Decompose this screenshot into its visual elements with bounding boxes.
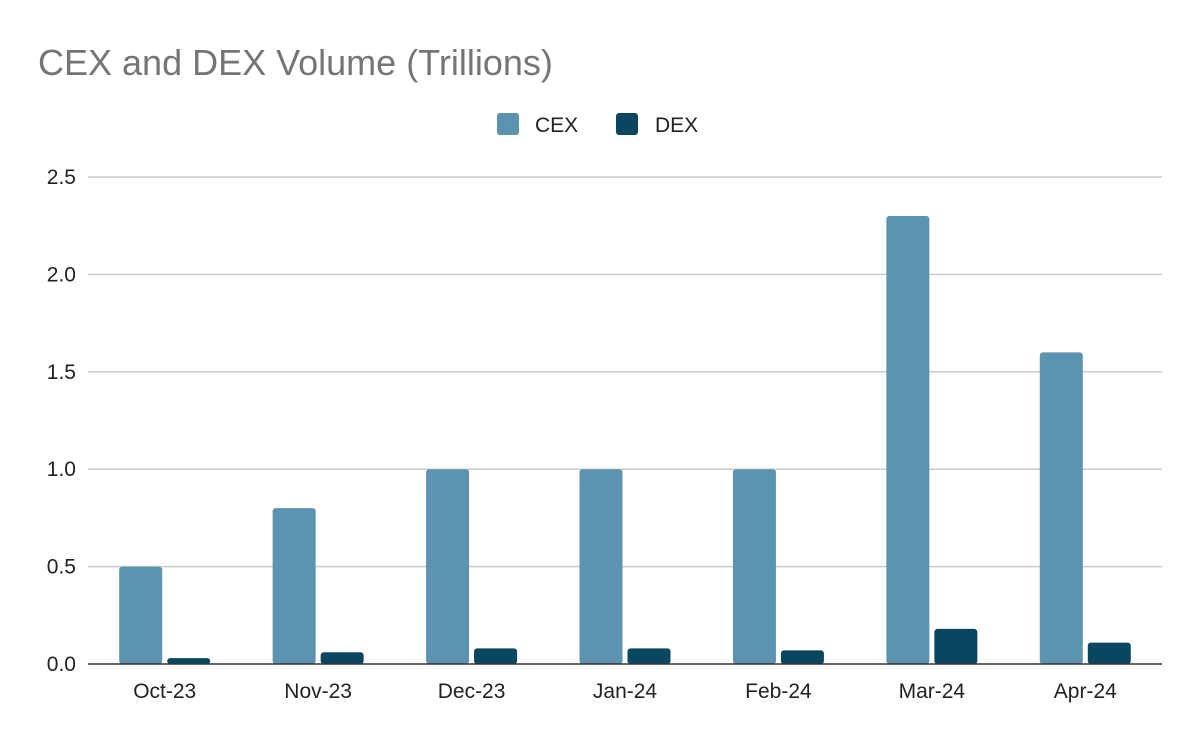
x-axis-ticks: Oct-23 Nov-23 Dec-23 Jan-24 Feb-24 Mar-24 Apr-… [133, 680, 1117, 703]
bar-dex-feb-24 [780, 650, 824, 664]
bar-cex-feb-24 [732, 469, 776, 664]
x-tick-label: Dec-23 [438, 680, 506, 703]
legend-label-cex: CEX [535, 114, 578, 137]
y-tick-label: 0.5 [47, 556, 76, 579]
x-tick-label: Feb-24 [745, 680, 812, 703]
bar-cex-oct-23 [119, 566, 163, 664]
y-tick-label: 1.5 [47, 361, 76, 384]
bars [119, 215, 1131, 664]
y-axis-ticks: 0.0 0.5 1.0 1.5 2.0 2.5 [47, 166, 76, 676]
y-tick-label: 2.0 [47, 263, 76, 286]
bar-cex-apr-24 [1039, 352, 1083, 664]
y-tick-label: 1.0 [47, 458, 76, 481]
legend-swatch-cex [497, 113, 519, 135]
gridlines [88, 176, 1162, 568]
y-tick-label: 0.0 [47, 653, 76, 676]
bar-dex-apr-24 [1087, 642, 1131, 664]
legend-label-dex: DEX [655, 114, 698, 137]
chart-title: CEX and DEX Volume (Trillions) [38, 42, 553, 83]
x-tick-label: Nov-23 [284, 680, 352, 703]
legend: CEX DEX [497, 113, 698, 137]
bar-cex-jan-24 [579, 469, 623, 664]
bar-dex-dec-23 [474, 648, 518, 664]
legend-item-cex: CEX [497, 113, 578, 137]
bar-cex-dec-23 [426, 469, 470, 664]
bar-dex-nov-23 [320, 652, 364, 664]
bar-cex-mar-24 [886, 215, 930, 664]
bar-dex-oct-23 [167, 658, 211, 664]
y-tick-label: 2.5 [47, 166, 76, 189]
bar-dex-jan-24 [627, 648, 671, 664]
x-tick-label: Mar-24 [899, 680, 966, 703]
legend-item-dex: DEX [616, 113, 698, 137]
legend-swatch-dex [616, 113, 638, 135]
x-tick-label: Jan-24 [593, 680, 658, 703]
x-tick-label: Apr-24 [1054, 680, 1117, 703]
x-tick-label: Oct-23 [133, 680, 196, 703]
bar-cex-nov-23 [272, 508, 316, 664]
bar-dex-mar-24 [934, 628, 978, 664]
